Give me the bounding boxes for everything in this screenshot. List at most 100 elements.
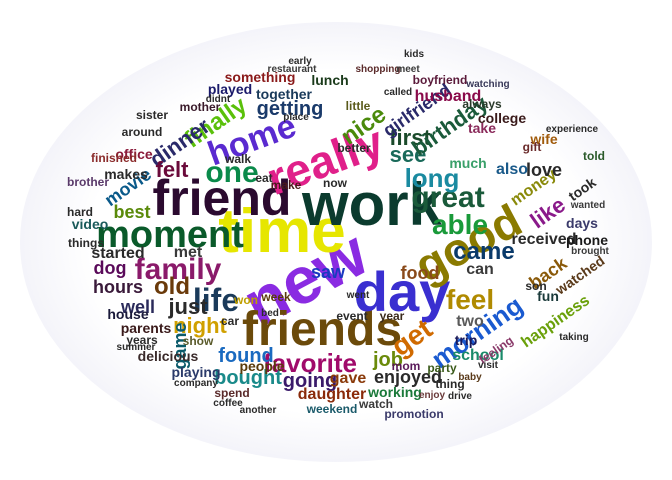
word-can: can (466, 261, 494, 278)
word-year: year (379, 309, 405, 323)
word-sister: sister (135, 108, 169, 122)
word-watching: watching (466, 79, 510, 90)
word-great: great (411, 181, 485, 214)
cloud-background (20, 22, 652, 462)
word-moment: moment (96, 214, 244, 256)
word-party: party (427, 361, 457, 375)
word-enjoyed: enjoyed (373, 367, 443, 387)
word-weekend: weekend (306, 402, 358, 416)
word-gave: gave (329, 370, 367, 387)
word-eat: eat (255, 171, 273, 185)
word-bed: bed (261, 308, 279, 319)
word-hours: hours (92, 277, 144, 297)
word-called: called (383, 87, 413, 98)
word-shopping: shopping (355, 64, 401, 75)
word-brother: brother (67, 175, 109, 189)
word-mom: mom (391, 359, 421, 373)
word-son: son (525, 279, 547, 293)
word-wanted: wanted (570, 200, 606, 211)
word-finished: finished (90, 151, 138, 165)
word-kids: kids (403, 49, 425, 60)
word-bought: bought (214, 367, 282, 389)
word-saw: saw (310, 262, 346, 282)
word-just: just (168, 294, 208, 319)
word-week: week (261, 290, 291, 304)
word-getting: getting (256, 98, 324, 120)
word-people: people (239, 358, 285, 374)
word-daughter: daughter (297, 386, 367, 403)
word-able: able (431, 209, 489, 240)
word-friends: friends (241, 303, 403, 356)
word-old: old (154, 273, 190, 300)
word-meet: meet (396, 64, 420, 75)
word-food: food (400, 263, 440, 283)
word-event: event (336, 309, 368, 323)
word-one: one (205, 156, 259, 189)
word-work: work (301, 171, 443, 238)
word-went: went (346, 290, 370, 301)
word-together: together (256, 86, 312, 102)
word-experience: experience (545, 124, 599, 135)
word-car: car (220, 314, 240, 328)
word-school: school (452, 347, 504, 364)
word-felt: felt (155, 157, 189, 182)
word-job: job (373, 349, 403, 371)
word-dog: dog (93, 258, 127, 278)
word-life: life (192, 282, 240, 318)
word-mother: mother (179, 100, 221, 114)
word-always: always (462, 97, 502, 111)
word-show: show (182, 334, 214, 348)
word-office: office (115, 146, 153, 162)
word-phone: phone (566, 232, 608, 248)
word-drive: drive (448, 391, 472, 402)
word-wife: wife (530, 131, 558, 147)
word-received: received (511, 231, 577, 248)
word-spend: spend (214, 386, 250, 400)
word-also: also (495, 161, 529, 178)
word-told: told (583, 149, 605, 163)
word-found: found (218, 345, 274, 367)
word-first: first (389, 125, 431, 150)
word-days: days (566, 215, 598, 231)
word-college: college (477, 110, 527, 126)
word-place: place (283, 112, 309, 123)
word-little: little (345, 99, 371, 113)
word-didnt: didnt (205, 94, 231, 105)
word-house: house (107, 306, 149, 322)
word-restaurant: restaurant (267, 64, 317, 75)
word-came: came (453, 238, 515, 265)
word-years: years (126, 333, 158, 347)
word-favorite: favorite (263, 348, 357, 378)
word-thing: thing (435, 377, 465, 391)
word-better: better (337, 141, 371, 155)
word-family: family (134, 253, 222, 286)
word-two: two (456, 313, 484, 330)
word-take: take (467, 120, 497, 136)
word-around: around (121, 125, 163, 139)
word-met: met (173, 244, 203, 261)
word-feel: feel (445, 284, 495, 315)
word-long: long (404, 163, 460, 193)
word-another: another (239, 405, 277, 416)
word-time: time (218, 197, 346, 266)
word-early: early (288, 56, 312, 67)
word-visit: visit (477, 360, 499, 371)
word-baby: baby (458, 372, 482, 383)
word-much: much (449, 155, 487, 171)
word-love: love (525, 160, 563, 180)
word-going: going (282, 370, 338, 392)
word-brought: brought (571, 246, 609, 257)
word-lunch: lunch (311, 72, 349, 88)
word-see: see (389, 142, 427, 167)
word-promotion: promotion (384, 407, 444, 421)
word-won: won (234, 293, 258, 307)
word-working: working (368, 384, 422, 400)
word-hard: hard (66, 205, 94, 219)
word-played: played (207, 81, 253, 97)
word-make: make (270, 178, 302, 192)
word-delicious: delicious (137, 348, 199, 364)
word-watch: watch (358, 397, 394, 411)
word-something: something (224, 69, 296, 85)
word-coffee: coffee (213, 398, 243, 409)
